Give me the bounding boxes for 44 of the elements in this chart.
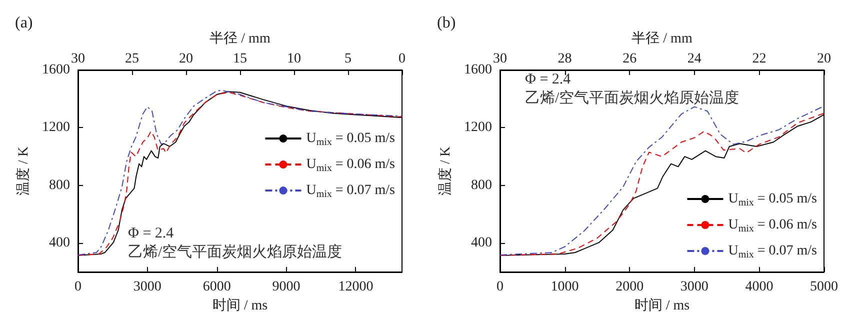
x2-tick-label: 24: [687, 52, 702, 66]
x2-tick-label: 22: [752, 52, 766, 66]
x-tick-label: 5000: [810, 280, 838, 294]
x2-axis-title: 半径 / mm: [632, 30, 692, 46]
x2-tick-label: 26: [622, 52, 637, 66]
x2-tick-label: 20: [817, 52, 831, 66]
x2-tick-label: 0: [398, 52, 406, 66]
annotation: 乙烯/空气平面炭烟火焰原始温度: [128, 244, 342, 260]
x2-tick-label: 10: [287, 52, 301, 66]
x2-tick-label: 30: [493, 52, 507, 66]
y-tick-label: 1600: [464, 62, 492, 78]
x-tick-label: 1000: [550, 280, 579, 294]
x-tick-label: 3000: [133, 280, 162, 294]
y-axis-title: 温度 / K: [16, 146, 32, 196]
y-tick-label: 800: [49, 178, 70, 193]
annotation: Φ = 2.4: [128, 226, 174, 242]
x-tick-label: 3000: [680, 280, 708, 294]
x-tick-label: 0: [74, 280, 82, 294]
x-tick-label: 9000: [272, 280, 300, 294]
chart-title: (b): [437, 14, 456, 32]
x-axis-title: 时间 / ms: [634, 297, 690, 314]
annotation: Φ = 2.4: [525, 72, 572, 88]
y-axis-title: 温度 / K: [438, 146, 454, 196]
x-tick-label: 2000: [616, 280, 644, 294]
x-axis-title: 时间 / ms: [212, 297, 268, 314]
x2-tick-label: 28: [558, 52, 572, 66]
x-tick-label: 12000: [338, 280, 374, 294]
x2-axis-title: 半径 / mm: [210, 30, 270, 46]
y-tick-label: 1600: [42, 62, 70, 78]
x2-tick-label: 15: [233, 52, 247, 66]
x-tick-label: 6000: [202, 280, 231, 294]
x-tick-label: 0: [496, 280, 504, 294]
annotation: 乙烯/空气平面炭烟火焰原始温度: [525, 90, 740, 106]
y-tick-label: 400: [49, 236, 70, 251]
chart-title: (a): [15, 14, 33, 32]
y-tick-label: 800: [471, 178, 492, 193]
x-tick-label: 4000: [745, 280, 774, 294]
x2-tick-label: 25: [125, 52, 139, 66]
y-tick-label: 1200: [42, 120, 70, 136]
x2-tick-label: 30: [71, 52, 85, 66]
y-tick-label: 400: [471, 236, 492, 251]
y-tick-label: 1200: [464, 120, 492, 136]
x2-tick-label: 5: [344, 52, 352, 66]
x2-tick-label: 20: [179, 52, 193, 66]
